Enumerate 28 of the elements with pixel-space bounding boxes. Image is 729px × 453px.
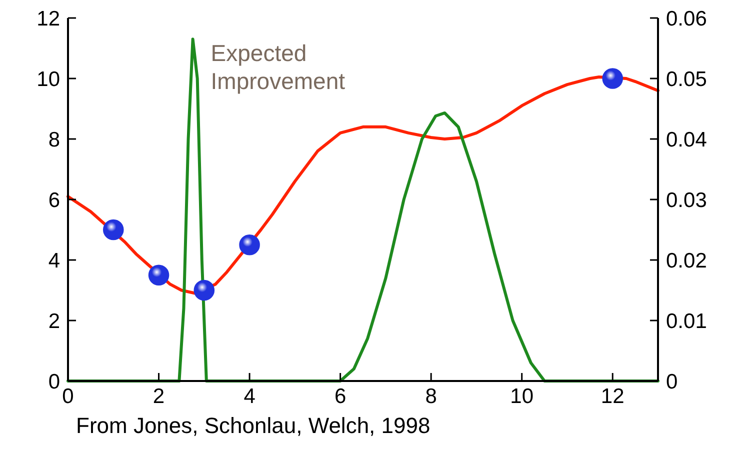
y-tick-label: 2 bbox=[48, 310, 60, 333]
point bbox=[194, 280, 215, 301]
y-tick-label: 4 bbox=[48, 249, 60, 272]
x-tick-label: 4 bbox=[244, 385, 256, 408]
y2-tick-label: 0.01 bbox=[666, 310, 707, 333]
x-tick-label: 2 bbox=[152, 385, 165, 408]
y-tick-label: 8 bbox=[48, 128, 60, 152]
text: From Jones, Schonlau, Welch, 1998 bbox=[76, 413, 430, 438]
x-tick-label: 6 bbox=[334, 385, 346, 408]
point bbox=[102, 219, 124, 240]
series-label: Expected Improvement bbox=[210, 40, 346, 94]
y-tick-label: 0 bbox=[48, 370, 60, 394]
x-tick-label: 10 bbox=[510, 385, 534, 408]
point bbox=[602, 68, 624, 89]
x-tick-label: 12 bbox=[600, 385, 624, 408]
y2-tick-label: 0.06 bbox=[666, 7, 707, 30]
y-tick-label: 12 bbox=[36, 7, 60, 30]
y2-tick-label: 0 bbox=[666, 370, 678, 394]
y2-tick-label: 0.03 bbox=[666, 188, 707, 212]
y2-tick-label: 0.05 bbox=[666, 68, 707, 91]
point bbox=[148, 264, 170, 286]
y2-tick-label: 0.04 bbox=[666, 128, 708, 152]
x-tick-label: 0 bbox=[62, 385, 74, 408]
x-tick-label: 8 bbox=[425, 385, 437, 408]
y-tick-label: 10 bbox=[36, 68, 60, 91]
y-tick-label: 6 bbox=[48, 188, 60, 212]
y2-tick-label: 0.02 bbox=[666, 249, 707, 272]
point bbox=[239, 234, 260, 256]
